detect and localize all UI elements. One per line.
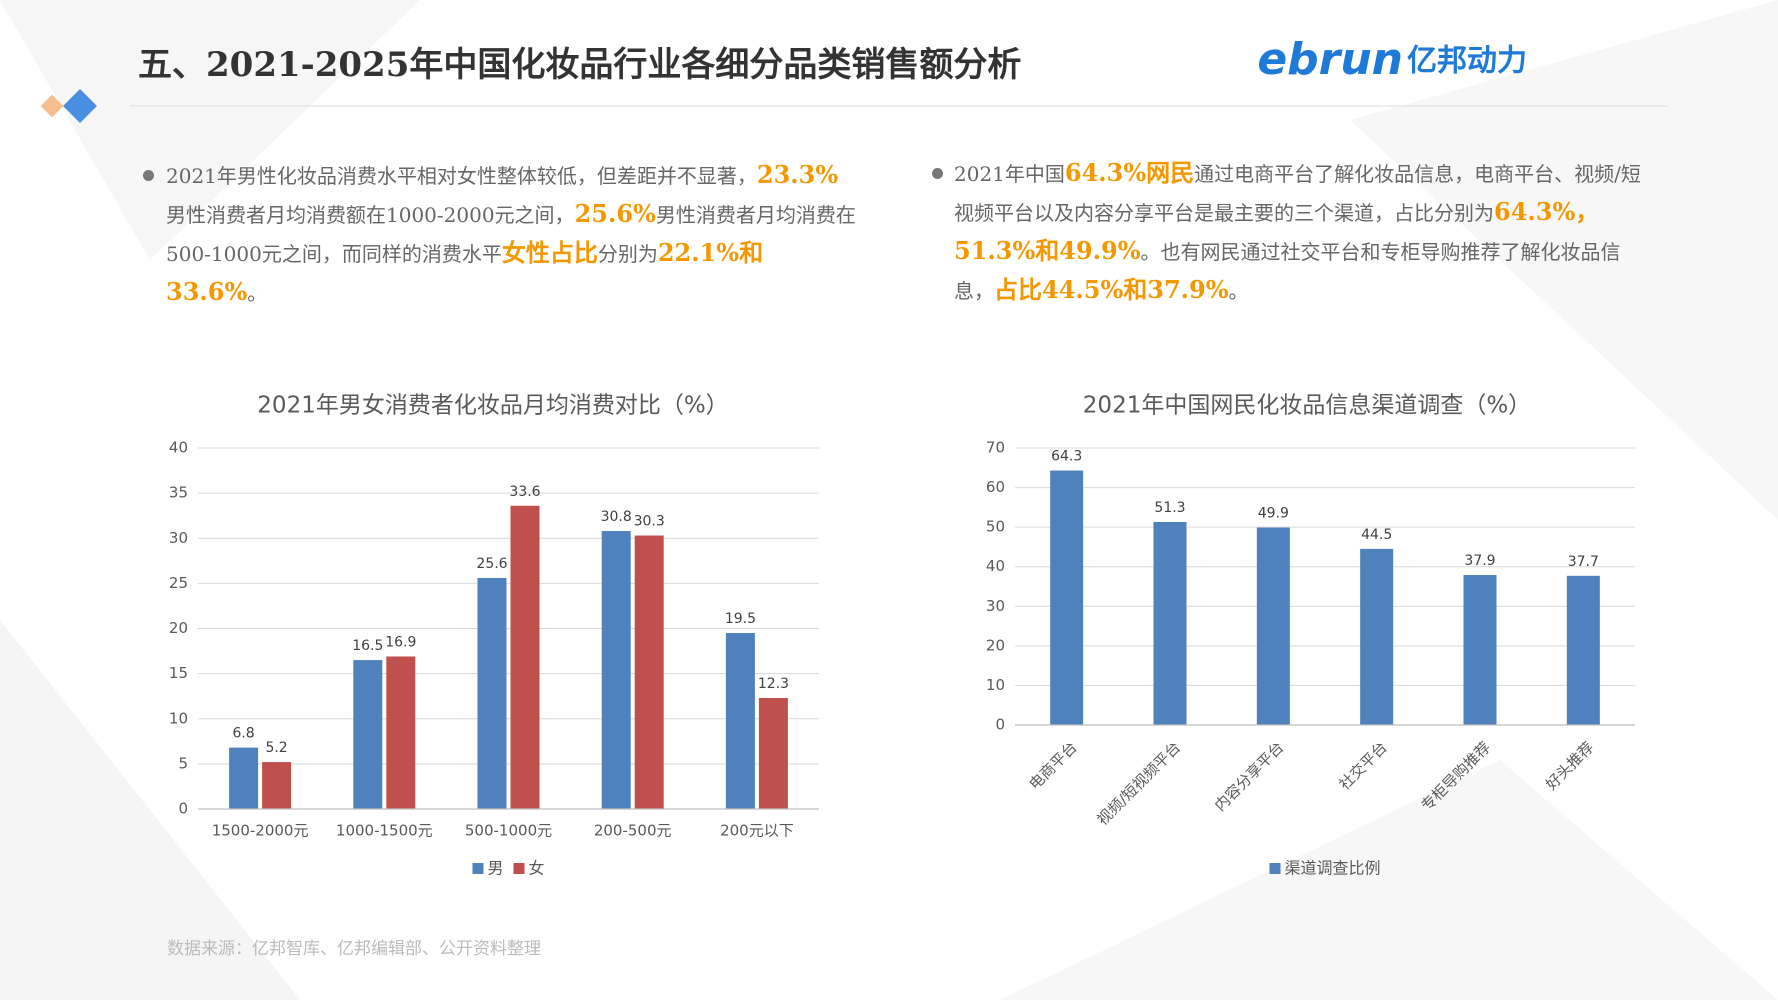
y-tick-label: 0 <box>178 800 188 818</box>
bar <box>1463 575 1497 725</box>
diamond-icon <box>40 94 64 118</box>
data-label: 49.9 <box>1258 506 1289 522</box>
bar <box>1050 470 1084 725</box>
data-label: 33.6 <box>509 484 540 500</box>
y-tick-label: 20 <box>986 636 1005 654</box>
x-tick-label: 好头推荐 <box>1542 738 1597 793</box>
bar <box>1360 548 1394 725</box>
y-tick-label: 30 <box>169 529 188 547</box>
paragraph-text: 2021年中国 <box>954 162 1065 186</box>
bar <box>477 577 507 809</box>
data-label: 51.3 <box>1154 500 1185 516</box>
data-label: 37.9 <box>1464 553 1495 569</box>
diamond-icon <box>63 89 97 123</box>
bg-shape <box>0 0 420 260</box>
bar <box>601 531 631 809</box>
data-label: 37.7 <box>1568 554 1599 570</box>
data-label: 64.3 <box>1051 449 1082 465</box>
bg-shape <box>1000 760 1778 1000</box>
paragraph-text: 。 <box>247 281 268 305</box>
y-tick-label: 5 <box>178 754 188 772</box>
y-tick-label: 15 <box>169 664 188 682</box>
bar <box>262 762 292 809</box>
legend-swatch <box>513 863 525 874</box>
bar <box>725 633 755 809</box>
x-tick-label: 200-500元 <box>594 822 672 840</box>
x-tick-label: 1000-1500元 <box>336 822 433 840</box>
y-tick-label: 40 <box>986 557 1005 575</box>
highlight-text: 25.6% <box>574 199 656 228</box>
legend-swatch <box>472 863 484 874</box>
data-label: 25.6 <box>476 556 507 572</box>
data-label: 19.5 <box>725 611 756 627</box>
paragraph-text: 分别为 <box>597 242 658 266</box>
bar <box>1566 575 1600 725</box>
y-tick-label: 50 <box>986 518 1005 536</box>
paragraph-text: 。 <box>1228 279 1249 303</box>
x-tick-label: 200元以下 <box>720 822 794 840</box>
bar <box>353 660 383 809</box>
bar <box>758 697 788 809</box>
paragraph-text: 2021年男性化妆品消费水平相对女性整体较低，但差距并不显著， <box>166 164 757 188</box>
y-tick-label: 10 <box>986 676 1005 694</box>
x-tick-label: 视频/短视频平台 <box>1093 738 1184 829</box>
x-tick-label: 电商平台 <box>1026 738 1081 793</box>
bar <box>1153 521 1187 725</box>
paragraph-text: 通过电商平台了解化妆品信息，电商平台、视频/短视频平台以及内容分享平台是最主要的… <box>954 162 1641 225</box>
paragraph: 2021年男性化妆品消费水平相对女性整体较低，但差距并不显著，23.3% 男性消费… <box>166 156 856 312</box>
data-label: 12.3 <box>758 676 789 692</box>
bar <box>634 535 664 809</box>
bullet <box>143 170 154 181</box>
legend-label: 渠道调查比例 <box>1284 859 1380 878</box>
y-tick-label: 25 <box>169 574 188 592</box>
y-tick-label: 0 <box>995 716 1005 734</box>
x-tick-label: 社交平台 <box>1336 738 1391 793</box>
y-tick-label: 40 <box>169 439 188 457</box>
bar <box>1256 527 1290 725</box>
y-tick-label: 10 <box>169 709 188 727</box>
highlight-text: 占比44.5%和37.9% <box>994 275 1229 304</box>
page-title: 五、2021-2025年中国化妆品行业各细分品类销售额分析 <box>138 45 1021 85</box>
data-label: 16.5 <box>352 638 383 654</box>
y-tick-label: 30 <box>986 597 1005 615</box>
paragraph-text: 男性消费者月均消费额在1000-2000元之间， <box>166 203 575 227</box>
bar <box>510 505 540 809</box>
data-label: 5.2 <box>265 740 287 756</box>
legend-swatch <box>1269 863 1281 874</box>
data-label: 44.5 <box>1361 527 1392 543</box>
highlight-text: 女性占比 <box>501 238 598 267</box>
bg-shape <box>1350 0 1778 520</box>
paragraph-text: 。也有网民通过社交平台和专柜导购推荐了解化妆品信息， <box>954 240 1621 303</box>
bar <box>229 747 259 809</box>
bullet <box>932 168 943 179</box>
logo-latin: ebrun <box>1257 34 1403 85</box>
legend-label: 男 <box>487 859 503 878</box>
data-label: 30.8 <box>601 509 632 525</box>
x-tick-label: 1500-2000元 <box>212 822 309 840</box>
data-label: 30.3 <box>634 514 665 530</box>
highlight-text: 64.3%网民 <box>1064 158 1195 187</box>
paragraph-text: 男性消费者月均消费在500-1000元之间，而同样的消费水平 <box>166 203 856 266</box>
bar <box>386 656 416 809</box>
chart-title: 2021年男女消费者化妆品月均消费对比（%） <box>257 393 728 419</box>
x-tick-label: 500-1000元 <box>465 822 552 840</box>
source-note: 数据来源：亿邦智库、亿邦编辑部、公开资料整理 <box>167 939 541 959</box>
highlight-text: 23.3% <box>756 160 839 189</box>
y-tick-label: 60 <box>986 478 1005 496</box>
highlight-text: 64.3%，51.3%和49.9% <box>954 197 1600 265</box>
y-tick-label: 20 <box>169 619 188 637</box>
paragraph: 2021年中国64.3%网民通过电商平台了解化妆品信息，电商平台、视频/短视频平… <box>954 154 1654 310</box>
y-tick-label: 70 <box>986 439 1005 457</box>
x-tick-label: 内容分享平台 <box>1211 738 1287 814</box>
chart-title: 2021年中国网民化妆品信息渠道调查（%） <box>1083 393 1531 419</box>
logo-cjk: 亿邦动力 <box>1407 44 1527 79</box>
highlight-text: 22.1%和33.6% <box>166 238 764 306</box>
legend-label: 女 <box>529 859 545 878</box>
y-tick-label: 35 <box>169 484 188 502</box>
data-label: 16.9 <box>385 634 416 650</box>
bg-shape <box>0 620 300 1000</box>
data-label: 6.8 <box>232 726 254 742</box>
